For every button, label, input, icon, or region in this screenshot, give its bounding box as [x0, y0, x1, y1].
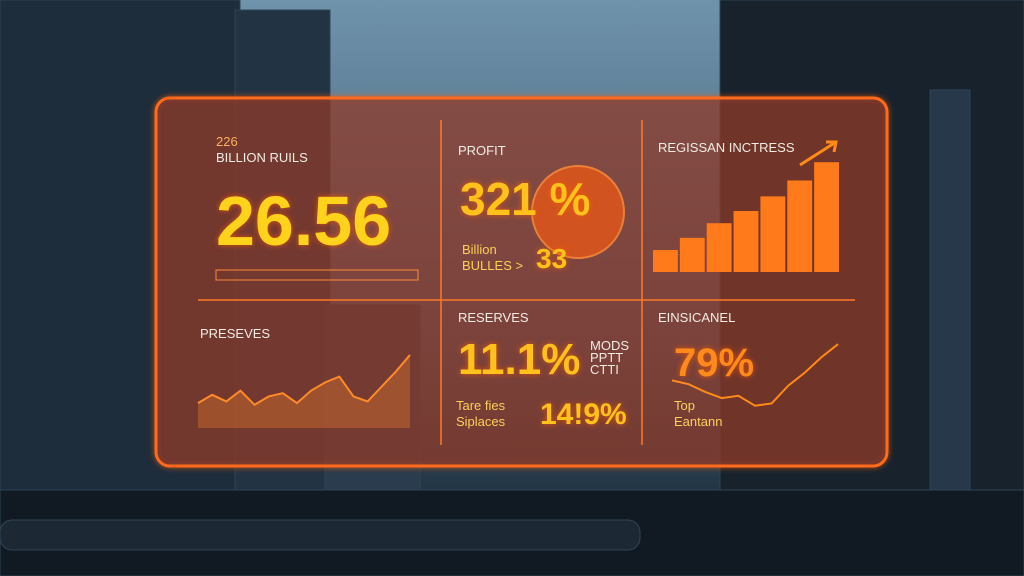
label: RESERVES — [458, 310, 529, 325]
bar — [814, 162, 839, 272]
kpi-value: 26.56 — [216, 182, 391, 260]
chart-title: REGISSAN INCTRESS — [658, 140, 795, 155]
label: Eantann — [674, 414, 722, 429]
kpi-value: 321 % — [460, 173, 590, 225]
dashboard-panel — [154, 96, 889, 468]
label: Top — [674, 398, 695, 413]
value: 33 — [536, 243, 567, 274]
bar — [760, 196, 786, 272]
bar — [787, 180, 813, 272]
chart-title: PRESEVES — [200, 326, 270, 341]
bar — [653, 250, 678, 272]
label: BILLION RUILS — [216, 150, 308, 165]
label: Siplaces — [456, 414, 506, 429]
area-fill — [198, 354, 410, 428]
chart-title: EINSICANEL — [658, 310, 735, 325]
label: PPTT — [590, 350, 623, 365]
kpi-value: 11.1% — [458, 335, 580, 384]
label: CTTI — [590, 362, 619, 377]
kpi-value: 79% — [674, 341, 754, 385]
label: BULLES > — [462, 258, 523, 273]
label: PROFIT — [458, 143, 506, 158]
label: MODS — [590, 338, 629, 353]
value: 14!9% — [540, 398, 627, 431]
label: Billion — [462, 242, 497, 257]
bar — [733, 211, 759, 272]
label: Tare fies — [456, 398, 506, 413]
bar — [706, 223, 732, 272]
small-value: 226 — [216, 134, 238, 149]
line — [197, 354, 411, 407]
line — [671, 343, 839, 407]
bar — [679, 237, 705, 272]
